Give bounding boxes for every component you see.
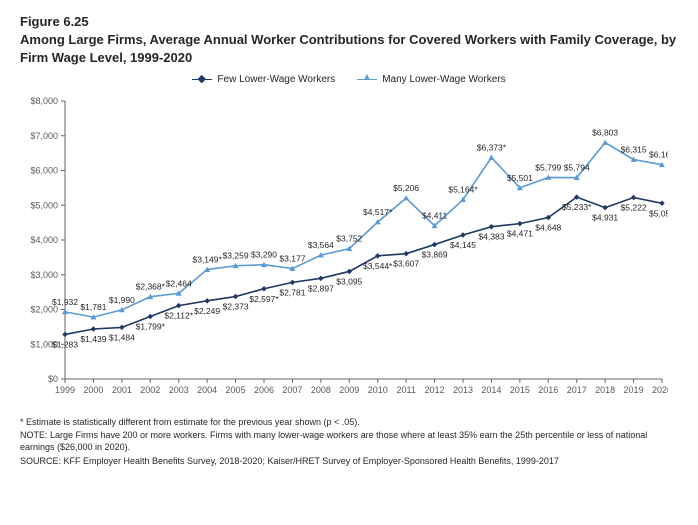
svg-text:$5,794: $5,794 [564, 163, 590, 173]
svg-text:1999: 1999 [55, 385, 75, 395]
svg-text:$2,897: $2,897 [308, 283, 334, 293]
chart-notes: * Estimate is statistically different fr… [20, 416, 678, 467]
svg-text:$3,259: $3,259 [223, 251, 249, 261]
svg-text:$2,112*: $2,112* [164, 311, 193, 321]
svg-text:$4,145: $4,145 [450, 240, 476, 250]
chart-title: Among Large Firms, Average Annual Worker… [20, 31, 678, 66]
svg-text:2001: 2001 [112, 385, 132, 395]
svg-text:$6,167: $6,167 [649, 150, 668, 160]
svg-text:$5,164*: $5,164* [448, 185, 478, 195]
svg-text:$1,781: $1,781 [80, 302, 106, 312]
svg-text:$2,464: $2,464 [166, 278, 192, 288]
svg-text:2002: 2002 [140, 385, 160, 395]
svg-text:2003: 2003 [169, 385, 189, 395]
svg-text:2007: 2007 [282, 385, 302, 395]
svg-text:$3,095: $3,095 [336, 277, 362, 287]
svg-text:2013: 2013 [453, 385, 473, 395]
svg-text:$2,781: $2,781 [279, 287, 305, 297]
legend-label: Few Lower-Wage Workers [217, 74, 335, 85]
svg-text:$5,799: $5,799 [535, 163, 561, 173]
svg-text:2005: 2005 [226, 385, 246, 395]
svg-text:$1,990: $1,990 [109, 295, 135, 305]
svg-text:$5,222: $5,222 [621, 203, 647, 213]
legend-item-many: Many Lower-Wage Workers [357, 74, 505, 85]
svg-text:2011: 2011 [396, 385, 415, 395]
svg-text:$3,869: $3,869 [422, 250, 448, 260]
svg-text:2000: 2000 [83, 385, 103, 395]
svg-text:$6,000: $6,000 [30, 166, 58, 176]
svg-text:2017: 2017 [567, 385, 587, 395]
svg-text:$1,484: $1,484 [109, 333, 135, 343]
svg-text:2004: 2004 [197, 385, 217, 395]
svg-text:$8,000: $8,000 [30, 96, 58, 106]
svg-text:$3,177: $3,177 [279, 254, 305, 264]
svg-text:$2,368*: $2,368* [136, 282, 166, 292]
svg-text:$2,373: $2,373 [223, 302, 249, 312]
figure-number: Figure 6.25 [20, 14, 678, 29]
svg-text:2014: 2014 [481, 385, 501, 395]
svg-text:$7,000: $7,000 [30, 131, 58, 141]
svg-text:2006: 2006 [254, 385, 274, 395]
svg-text:2020: 2020 [652, 385, 668, 395]
legend-label: Many Lower-Wage Workers [382, 74, 505, 85]
svg-text:$1,932: $1,932 [52, 297, 78, 307]
svg-text:$4,000: $4,000 [30, 235, 58, 245]
svg-text:2015: 2015 [510, 385, 530, 395]
svg-text:$2,597*: $2,597* [249, 294, 279, 304]
svg-text:$5,233*: $5,233* [562, 202, 592, 212]
svg-text:$4,517*: $4,517* [363, 207, 393, 217]
note-source: SOURCE: KFF Employer Health Benefits Sur… [20, 455, 678, 467]
svg-text:$1,799*: $1,799* [136, 322, 166, 332]
svg-text:$5,206: $5,206 [393, 183, 419, 193]
svg-text:$3,752: $3,752 [336, 234, 362, 244]
svg-text:2009: 2009 [339, 385, 359, 395]
svg-text:2010: 2010 [368, 385, 388, 395]
svg-text:$1,283: $1,283 [52, 340, 78, 350]
svg-text:$6,315: $6,315 [621, 145, 647, 155]
legend: Few Lower-Wage Workers Many Lower-Wage W… [20, 74, 678, 85]
svg-text:$3,544*: $3,544* [363, 261, 393, 271]
svg-text:2012: 2012 [425, 385, 445, 395]
svg-text:$4,411: $4,411 [422, 211, 448, 221]
svg-text:2018: 2018 [595, 385, 615, 395]
svg-text:$4,648: $4,648 [535, 223, 561, 233]
svg-text:$1,439: $1,439 [80, 334, 106, 344]
svg-text:$5,501: $5,501 [507, 173, 533, 183]
svg-text:$6,373*: $6,373* [477, 143, 507, 153]
svg-text:$3,149*: $3,149* [192, 255, 222, 265]
svg-text:$4,931: $4,931 [592, 213, 618, 223]
svg-text:$3,607: $3,607 [393, 259, 419, 269]
svg-text:$4,383: $4,383 [478, 232, 504, 242]
svg-text:2016: 2016 [538, 385, 558, 395]
svg-text:2008: 2008 [311, 385, 331, 395]
legend-item-few: Few Lower-Wage Workers [192, 74, 335, 85]
line-chart: $0$1,000$2,000$3,000$4,000$5,000$6,000$7… [20, 89, 678, 406]
svg-text:$6,803: $6,803 [592, 128, 618, 138]
note-definition: NOTE: Large Firms have 200 or more worke… [20, 429, 678, 453]
svg-text:$3,290: $3,290 [251, 250, 277, 260]
svg-text:$5,000: $5,000 [30, 200, 58, 210]
svg-text:$3,000: $3,000 [30, 270, 58, 280]
svg-text:$2,249: $2,249 [194, 306, 220, 316]
svg-text:$0: $0 [48, 374, 58, 384]
svg-text:$3,564: $3,564 [308, 240, 334, 250]
svg-text:$5,056: $5,056 [649, 208, 668, 218]
svg-text:2019: 2019 [624, 385, 644, 395]
svg-text:$4,471: $4,471 [507, 229, 533, 239]
note-asterisk: * Estimate is statistically different fr… [20, 416, 678, 428]
